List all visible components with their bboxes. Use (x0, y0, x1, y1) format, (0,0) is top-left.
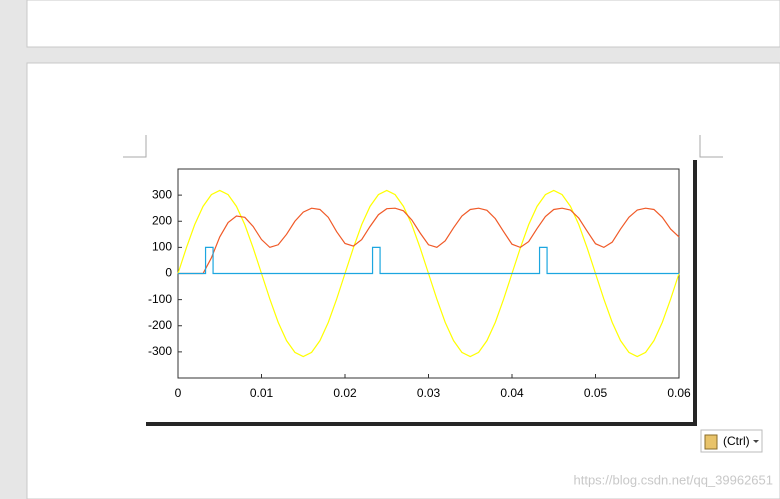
x-tick-label: 0.06 (667, 386, 691, 400)
margin-marks (123, 135, 723, 158)
paste-label[interactable]: (Ctrl) (723, 434, 750, 448)
dropdown-arrow (753, 440, 759, 443)
x-tick-label: 0.01 (250, 386, 274, 400)
y-tick-label: -300 (148, 344, 172, 358)
x-tick-label: 0 (175, 386, 182, 400)
image-border (146, 160, 697, 426)
plot: -300 -200 -100 0 100 200 300 0 0.01 0.02 0.03 0.04 0… (148, 187, 691, 400)
series-line (178, 246, 679, 275)
x-tick-label: 0.03 (417, 386, 441, 400)
x-tick-label: 0.04 (500, 386, 524, 400)
y-tick-label: 200 (152, 213, 172, 227)
y-tick-label: -100 (148, 292, 172, 306)
y-tick-label: 100 (152, 240, 172, 254)
y-tick-label: 0 (165, 266, 172, 280)
previous-page (26, 0, 780, 48)
paste-icon (704, 434, 718, 450)
watermark: https://blog.csdn.net/qq_39962651 (574, 472, 774, 487)
y-tick-label: 300 (152, 187, 172, 201)
x-tick-label: 0.05 (584, 386, 608, 400)
series-line (178, 207, 680, 275)
y-tick-label: -200 (148, 318, 172, 332)
x-tick-label: 0.02 (333, 386, 357, 400)
